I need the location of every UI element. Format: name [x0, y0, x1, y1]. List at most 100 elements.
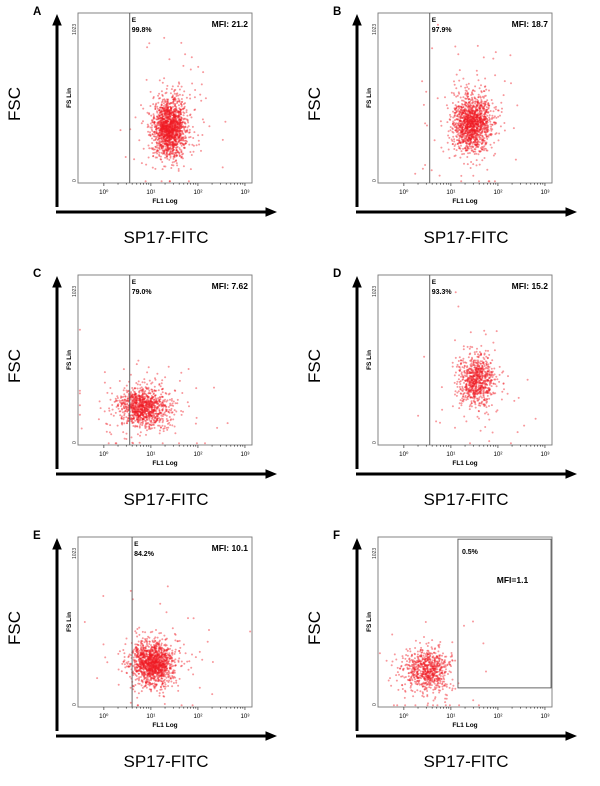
mfi-value: MFI=1.1 — [497, 575, 529, 585]
svg-text:10³: 10³ — [240, 451, 249, 458]
gate-percent: 0.5% — [462, 549, 479, 556]
svg-text:10²: 10² — [193, 451, 202, 458]
svg-text:10⁰: 10⁰ — [99, 451, 109, 458]
fs-lin-axis-label: FS Lin — [66, 612, 73, 632]
sp17-fitc-axis-label: SP17-FITC — [423, 490, 508, 509]
y-min-tick-label: 0 — [372, 441, 378, 444]
x-tick-labels: 10⁰ 10¹ 10² 10³ — [399, 183, 549, 196]
mfi-value: MFI: 21.2 — [212, 19, 249, 29]
gate-label: E — [432, 17, 437, 24]
fl1-log-axis-label: FL1 Log — [152, 460, 177, 467]
sp17-fitc-axis-label: SP17-FITC — [123, 490, 208, 509]
plot-frame — [77, 274, 253, 446]
mfi-value: MFI: 10.1 — [212, 543, 249, 553]
flow-plot-f: F FSC SP17-FITC 1023 0 FS Lin 0.5% MFI=1… — [305, 530, 577, 771]
gate-percent: 93.3% — [432, 289, 453, 296]
y-axis-arrow — [352, 276, 362, 469]
gate-label: E — [134, 541, 139, 548]
y-max-tick-label: 1023 — [72, 548, 78, 559]
fsc-axis-label: FSC — [5, 87, 24, 121]
fs-lin-axis-label: FS Lin — [66, 350, 73, 370]
fsc-axis-label: FSC — [5, 611, 24, 645]
fs-lin-axis-label: FS Lin — [366, 350, 373, 370]
flow-plot-d: D FSC SP17-FITC 1023 0 FS Lin E 93.3% MF… — [305, 268, 577, 509]
sp17-fitc-axis-label: SP17-FITC — [423, 228, 508, 247]
fsc-axis-label: FSC — [5, 349, 24, 383]
y-max-tick-label: 1023 — [72, 286, 78, 297]
y-axis-arrow — [352, 538, 362, 731]
gate-percent: 99.8% — [132, 27, 153, 34]
y-max-tick-label: 1023 — [72, 24, 78, 35]
y-axis-arrow — [52, 276, 62, 469]
x-tick-labels: 10⁰ 10¹ 10² 10³ — [399, 445, 549, 458]
panel-letter: A — [33, 6, 41, 18]
svg-text:10⁰: 10⁰ — [99, 189, 109, 196]
x-tick-labels: 10⁰ 10¹ 10² 10³ — [99, 707, 249, 720]
fsc-axis-label: FSC — [305, 611, 324, 645]
plot-frame — [377, 274, 553, 446]
panel-letter: D — [333, 268, 341, 280]
panel-letter: C — [33, 268, 41, 280]
svg-text:10⁰: 10⁰ — [399, 189, 409, 196]
panel-b: B FSC SP17-FITC 1023 0 FS Lin E 97.9% MF… — [300, 0, 600, 262]
sp17-fitc-axis-label: SP17-FITC — [123, 752, 208, 771]
x-axis-arrow — [56, 731, 277, 741]
y-max-tick-label: 1023 — [372, 548, 378, 559]
sp17-fitc-axis-label: SP17-FITC — [123, 228, 208, 247]
flow-plot-e: E FSC SP17-FITC 1023 0 FS Lin E 84.2% MF… — [5, 530, 277, 771]
scatter-points — [417, 291, 537, 445]
x-axis-arrow — [56, 469, 277, 479]
y-axis-arrow — [52, 14, 62, 207]
y-min-tick-label: 0 — [372, 703, 378, 706]
x-axis-arrow — [356, 469, 577, 479]
svg-text:10³: 10³ — [240, 189, 249, 196]
y-min-tick-label: 0 — [72, 179, 78, 182]
gate-label: E — [132, 279, 137, 286]
fs-lin-axis-label: FS Lin — [366, 612, 373, 632]
y-min-tick-label: 0 — [72, 703, 78, 706]
fl1-log-axis-label: FL1 Log — [152, 198, 177, 205]
panel-letter: F — [333, 530, 340, 542]
x-axis-arrow — [356, 207, 577, 217]
x-tick-labels: 10⁰ 10¹ 10² 10³ — [99, 445, 249, 458]
fl1-log-axis-label: FL1 Log — [152, 722, 177, 729]
svg-text:10³: 10³ — [540, 189, 549, 196]
fl1-log-axis-label: FL1 Log — [452, 198, 477, 205]
fsc-axis-label: FSC — [305, 349, 324, 383]
panel-letter: E — [33, 530, 41, 542]
flow-plot-a: A FSC SP17-FITC 1023 0 FS Lin E 99.8% MF… — [5, 6, 277, 247]
gate-percent: 79.0% — [132, 289, 153, 296]
flow-plot-c: C FSC SP17-FITC 1023 0 FS Lin E 79.0% MF… — [5, 268, 277, 509]
y-min-tick-label: 0 — [72, 441, 78, 444]
panel-c: C FSC SP17-FITC 1023 0 FS Lin E 79.0% MF… — [0, 262, 300, 524]
svg-text:10¹: 10¹ — [446, 189, 455, 196]
fsc-axis-label: FSC — [305, 87, 324, 121]
y-axis-arrow — [352, 14, 362, 207]
x-tick-labels: 10⁰ 10¹ 10² 10³ — [399, 707, 549, 720]
scatter-points — [119, 36, 227, 183]
x-tick-labels: 10⁰ 10¹ 10² 10³ — [99, 183, 249, 196]
fs-lin-axis-label: FS Lin — [366, 88, 373, 108]
scatter-points — [83, 585, 252, 707]
gate-percent: 97.9% — [432, 27, 453, 34]
svg-text:10²: 10² — [493, 189, 502, 196]
plot-frame — [77, 536, 253, 708]
x-axis-arrow — [356, 731, 577, 741]
gate-label: E — [132, 17, 137, 24]
scatter-points — [414, 23, 519, 183]
fs-lin-axis-label: FS Lin — [66, 88, 73, 108]
panel-e: E FSC SP17-FITC 1023 0 FS Lin E 84.2% MF… — [0, 524, 300, 786]
svg-text:10²: 10² — [193, 189, 202, 196]
y-max-tick-label: 1023 — [372, 24, 378, 35]
panel-letter: B — [333, 6, 341, 18]
sp17-fitc-axis-label: SP17-FITC — [423, 752, 508, 771]
y-max-tick-label: 1023 — [372, 286, 378, 297]
gate-label: E — [432, 279, 437, 286]
panel-a: A FSC SP17-FITC 1023 0 FS Lin E 99.8% MF… — [0, 0, 300, 262]
mfi-value: MFI: 7.62 — [212, 281, 249, 291]
y-axis-arrow — [52, 538, 62, 731]
x-axis-arrow — [56, 207, 277, 217]
svg-text:10¹: 10¹ — [146, 451, 155, 458]
fl1-log-axis-label: FL1 Log — [452, 460, 477, 467]
